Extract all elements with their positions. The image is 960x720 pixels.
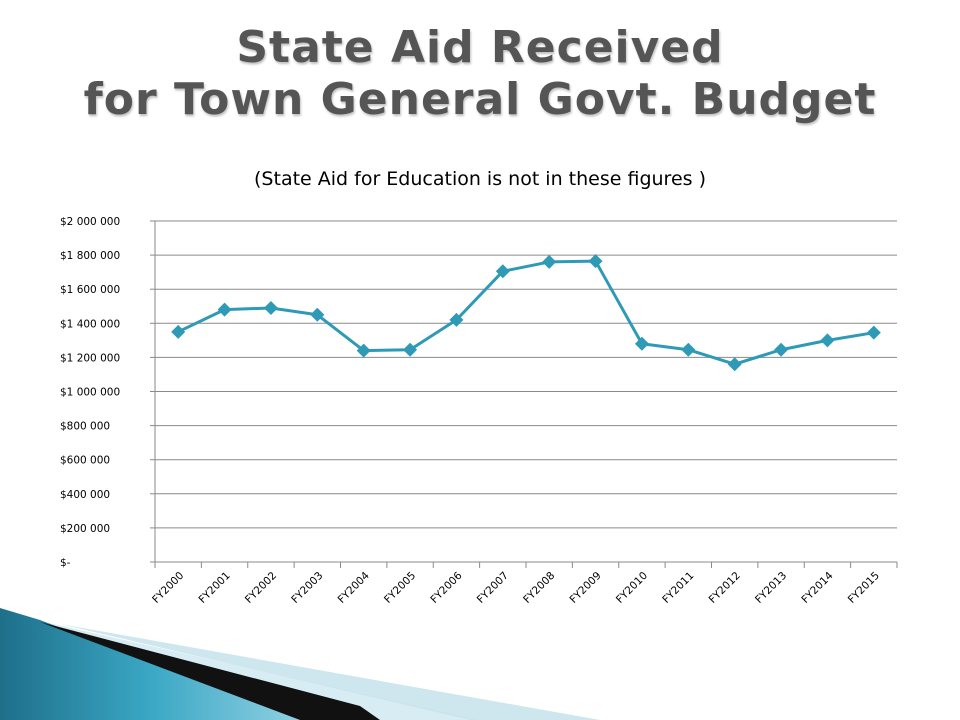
data-point-marker <box>727 357 742 372</box>
series-line <box>177 259 875 366</box>
data-point-marker <box>588 254 603 269</box>
y-tick-label: $1 400 000 <box>60 318 120 330</box>
series-line-path <box>177 259 875 366</box>
y-tick-label: $1 000 000 <box>60 387 120 399</box>
data-point-marker <box>820 333 835 348</box>
y-tick-label: $2 000 000 <box>60 216 120 228</box>
y-tick-label: $600 000 <box>60 455 110 467</box>
y-tick-label: $400 000 <box>60 489 110 501</box>
y-tick-label: $- <box>60 557 71 569</box>
slide-title: State Aid Received for Town General Govt… <box>0 22 960 126</box>
data-point-marker <box>449 312 464 327</box>
data-point-marker <box>403 342 418 357</box>
y-axis-tick-labels: $- $200 000 $400 000 $600 000 $800 000 $1 000… <box>60 216 120 569</box>
slide-title-line2: for Town General Govt. Budget <box>83 74 877 125</box>
decor-dark-stripe <box>40 622 380 720</box>
chart-title: (State Aid for Education is not in these… <box>254 168 706 190</box>
y-tick-label: $1 200 000 <box>60 352 120 364</box>
data-point-marker <box>634 336 649 351</box>
y-tick-label: $1 800 000 <box>60 250 120 262</box>
decor-light-stripe <box>60 624 600 720</box>
data-point-marker <box>263 300 278 315</box>
data-point-marker <box>542 254 557 269</box>
y-tick-label: $1 600 000 <box>60 284 120 296</box>
data-point-marker <box>310 307 325 322</box>
data-point-marker <box>356 343 371 358</box>
decor-teal-wedge <box>0 608 300 720</box>
y-tick-label: $800 000 <box>60 421 110 433</box>
data-point-marker <box>171 324 186 339</box>
slide-title-line1: State Aid Received <box>236 22 724 73</box>
data-point-marker <box>495 264 510 279</box>
data-point-marker <box>866 325 881 340</box>
data-point-marker <box>774 342 789 357</box>
data-point-marker <box>681 342 696 357</box>
x-axis <box>154 221 898 568</box>
y-tick-label: $200 000 <box>60 523 110 535</box>
gridlines <box>150 220 897 563</box>
series-markers <box>171 254 881 372</box>
data-point-marker <box>217 302 232 317</box>
